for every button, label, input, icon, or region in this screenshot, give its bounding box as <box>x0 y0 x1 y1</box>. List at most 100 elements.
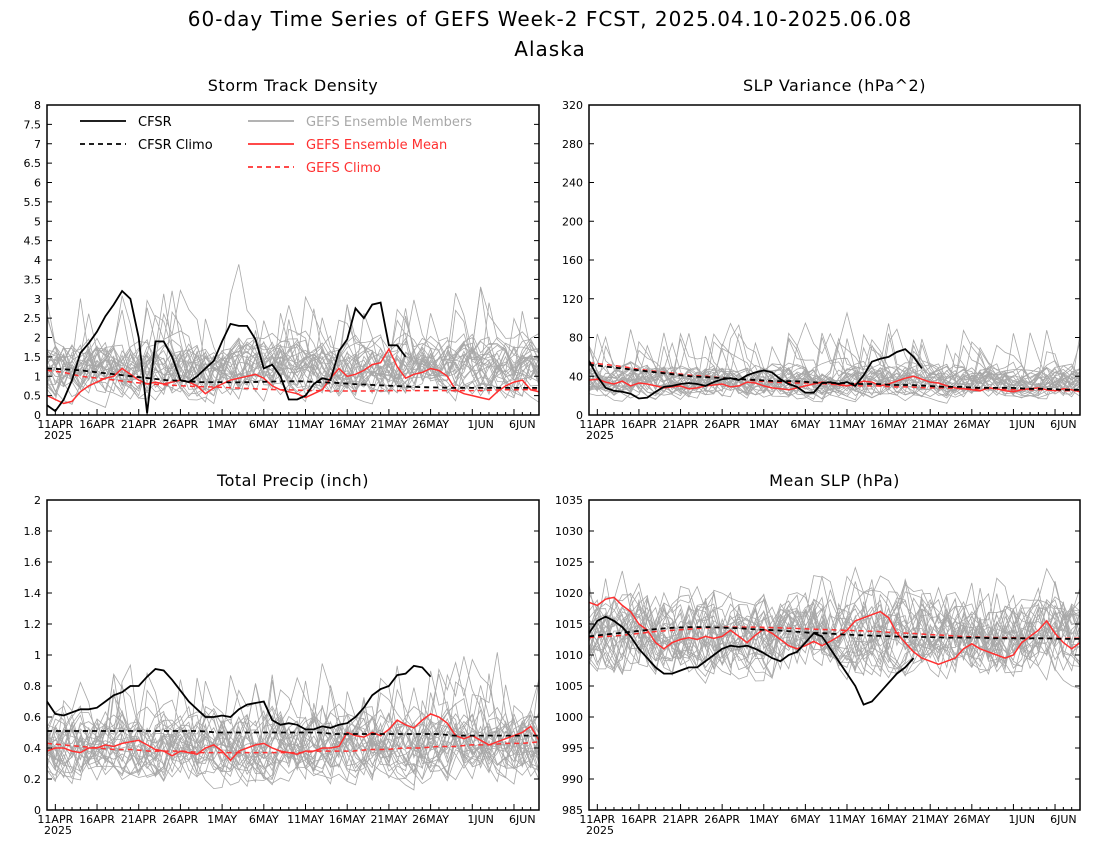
x-tick-label: 6MAY <box>249 813 279 826</box>
y-tick-label: 2 <box>34 494 41 507</box>
ensemble-members <box>589 311 1080 404</box>
legend-label: CFSR Climo <box>138 138 213 153</box>
series-line-gefs-climo <box>47 369 539 392</box>
x-tick-label: 6JUN <box>509 418 536 431</box>
x-tick-label: 1MAY <box>749 418 779 431</box>
member-line <box>47 292 539 403</box>
chart-panel: Storm Track Density 0 0.5 1 1.5 2 2.5 3 3.5 4 4.5 5… <box>24 76 540 442</box>
y-tick-label: 995 <box>562 742 583 755</box>
member-line <box>589 578 1080 673</box>
member-line <box>589 338 1080 400</box>
y-tick-label: 0 <box>34 409 41 422</box>
y-tick-label: 5.5 <box>24 196 42 209</box>
y-tick-label: 1000 <box>555 711 583 724</box>
series-line-cfsr <box>47 289 407 414</box>
y-tick-label: 0.5 <box>24 390 42 403</box>
member-line <box>47 295 539 397</box>
series-line-gefs-ensemble-mean <box>589 596 1080 666</box>
member-line <box>47 289 539 399</box>
y-tick-label: 3 <box>34 293 41 306</box>
chart-title: SLP Variance (hPa^2) <box>743 76 926 95</box>
x-tick-label: 26APR <box>163 418 199 431</box>
plot-frame <box>46 499 540 811</box>
x-tick-label: 16APR <box>79 418 115 431</box>
y-tick-label: 1 <box>34 370 41 383</box>
member-line <box>589 586 1080 678</box>
y-tick-label: 6 <box>34 177 41 190</box>
chart-title: Mean SLP (hPa) <box>769 471 900 490</box>
x-tick-label: 1JUN <box>1008 418 1035 431</box>
chart-title: Storm Track Density <box>208 76 378 95</box>
y-tick-label: 2.5 <box>24 312 42 325</box>
x-year-label: 2025 <box>44 429 72 442</box>
x-tick-label: 1MAY <box>207 418 237 431</box>
x-year-label: 2025 <box>586 824 614 837</box>
x-tick-label: 11MAY <box>287 813 324 826</box>
x-tick-label: 11APR <box>579 418 615 431</box>
x-tick-label: 11MAY <box>829 813 866 826</box>
y-tick-label: 7.5 <box>24 118 42 131</box>
y-tick-label: 1025 <box>555 556 583 569</box>
member-line <box>589 577 1080 677</box>
y-tick-label: 1 <box>34 649 41 662</box>
x-tick-label: 26MAY <box>953 813 990 826</box>
x-tick-label: 16MAY <box>870 813 907 826</box>
series-line-gefs-ensemble-mean <box>47 713 539 762</box>
x-tick-label: 16APR <box>621 813 657 826</box>
x-tick-label: 16APR <box>79 813 115 826</box>
y-tick-label: 80 <box>569 332 583 345</box>
x-tick-label: 26APR <box>163 813 199 826</box>
chart-panel: Total Precip (inch) 0 0.2 0.4 0.6 0.8 1 1.2 1.4 1… <box>24 471 540 837</box>
y-tick-label: 1.2 <box>24 618 42 631</box>
y-tick-label: 1.6 <box>24 556 42 569</box>
member-line <box>47 313 539 397</box>
x-year-label: 2025 <box>586 429 614 442</box>
x-tick-label: 11APR <box>579 813 615 826</box>
member-line <box>589 601 1080 676</box>
x-tick-label: 1JUN <box>467 418 494 431</box>
x-tick-label: 26MAY <box>953 418 990 431</box>
x-tick-label: 6JUN <box>1050 418 1077 431</box>
y-tick-label: 1.5 <box>24 351 42 364</box>
y-tick-label: 4 <box>34 254 41 267</box>
member-line <box>47 309 539 397</box>
member-line <box>589 588 1080 667</box>
y-tick-label: 2 <box>34 332 41 345</box>
member-line <box>589 590 1080 675</box>
x-tick-label: 11MAY <box>829 418 866 431</box>
x-tick-label: 11MAY <box>287 418 324 431</box>
y-tick-label: 200 <box>562 215 583 228</box>
y-tick-label: 1020 <box>555 587 583 600</box>
member-line <box>47 299 539 393</box>
x-tick-label: 21APR <box>663 418 699 431</box>
y-tick-label: 120 <box>562 293 583 306</box>
x-tick-label: 21MAY <box>912 813 949 826</box>
y-tick-label: 160 <box>562 254 583 267</box>
member-line <box>47 314 539 402</box>
x-tick-label: 16MAY <box>329 418 366 431</box>
member-line <box>47 684 539 777</box>
member-line <box>589 566 1080 680</box>
x-tick-label: 16MAY <box>870 418 907 431</box>
chart-title: Total Precip (inch) <box>216 471 369 490</box>
chart-panel: Mean SLP (hPa) 985 990 995 1000 1005 1010 1015 1… <box>555 471 1081 837</box>
member-line <box>47 304 539 394</box>
series-line-gefs-ensemble-mean <box>589 375 1080 393</box>
member-line <box>47 315 539 399</box>
x-tick-label: 1MAY <box>207 813 237 826</box>
y-tick-label: 40 <box>569 370 583 383</box>
series-line-cfsr-climo <box>589 626 1080 640</box>
y-tick-label: 8 <box>34 99 41 112</box>
x-tick-label: 16APR <box>621 418 657 431</box>
y-tick-label: 7 <box>34 138 41 151</box>
y-tick-label: 1015 <box>555 618 583 631</box>
y-tick-label: 320 <box>562 99 583 112</box>
ensemble-members <box>589 566 1080 706</box>
y-tick-label: 0.4 <box>24 742 42 755</box>
y-tick-label: 6.5 <box>24 157 42 170</box>
member-line <box>47 338 539 393</box>
x-tick-label: 1JUN <box>467 813 494 826</box>
y-tick-label: 0.8 <box>24 680 42 693</box>
y-tick-label: 0 <box>34 804 41 817</box>
x-tick-label: 11APR <box>37 813 73 826</box>
